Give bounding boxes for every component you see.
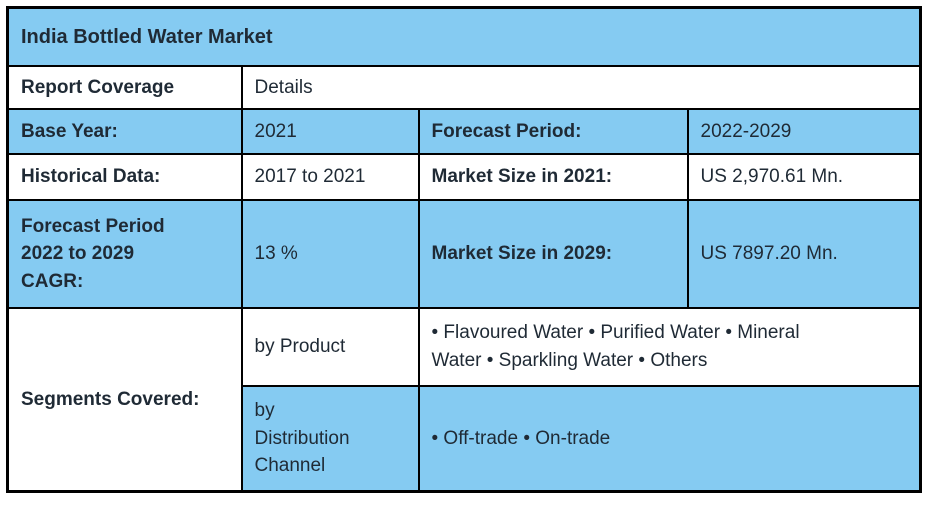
historical-data-value: 2017 to 2021 [240,153,420,201]
segments-channel-row: by Distribution Channel • Off-trade • On… [8,385,922,493]
by-product-value: • Flavoured Water • Purified Water • Min… [417,307,922,387]
by-distribution-channel-value: • Off-trade • On-trade [417,385,922,493]
report-coverage-value: Details [240,65,922,110]
market-size-2021-label: Market Size in 2021: [417,153,689,201]
report-coverage-label: Report Coverage [6,65,243,110]
segments-covered-label: Segments Covered: [6,307,243,493]
base-year-label: Base Year: [6,108,243,155]
market-size-2029-label: Market Size in 2029: [417,199,689,309]
title-row: India Bottled Water Market [6,6,922,67]
historical-data-label: Historical Data: [6,153,243,201]
base-year-row: Base Year: 2021 Forecast Period: 2022-20… [6,108,922,155]
forecast-cagr-label-text: Forecast Period 2022 to 2029 CAGR: [21,215,165,292]
forecast-cagr-label: Forecast Period 2022 to 2029 CAGR: [6,199,243,309]
forecast-period-value: 2022-2029 [686,108,922,155]
cagr-row: Forecast Period 2022 to 2029 CAGR: 13 % … [6,199,922,309]
base-year-value: 2021 [240,108,420,155]
segments-product-row: Segments Covered: by Product • Flavoured… [6,307,922,493]
by-product-label: by Product [240,307,420,387]
historical-data-row: Historical Data: 2017 to 2021 Market Siz… [6,153,922,201]
page: India Bottled Water Market Report Covera… [6,6,923,493]
market-size-2021-value: US 2,970.61 Mn. [686,153,922,201]
forecast-cagr-value: 13 % [240,199,420,309]
market-size-2029-value: US 7897.20 Mn. [686,199,922,309]
by-distribution-channel-label: by Distribution Channel [240,385,420,493]
by-distribution-channel-label-text: by Distribution Channel [254,400,350,477]
report-coverage-row: Report Coverage Details [6,65,922,110]
market-report-table: India Bottled Water Market Report Covera… [6,6,923,493]
forecast-period-label: Forecast Period: [417,108,689,155]
by-product-value-text: • Flavoured Water • Purified Water • Min… [431,322,800,371]
table-title: India Bottled Water Market [6,6,922,67]
